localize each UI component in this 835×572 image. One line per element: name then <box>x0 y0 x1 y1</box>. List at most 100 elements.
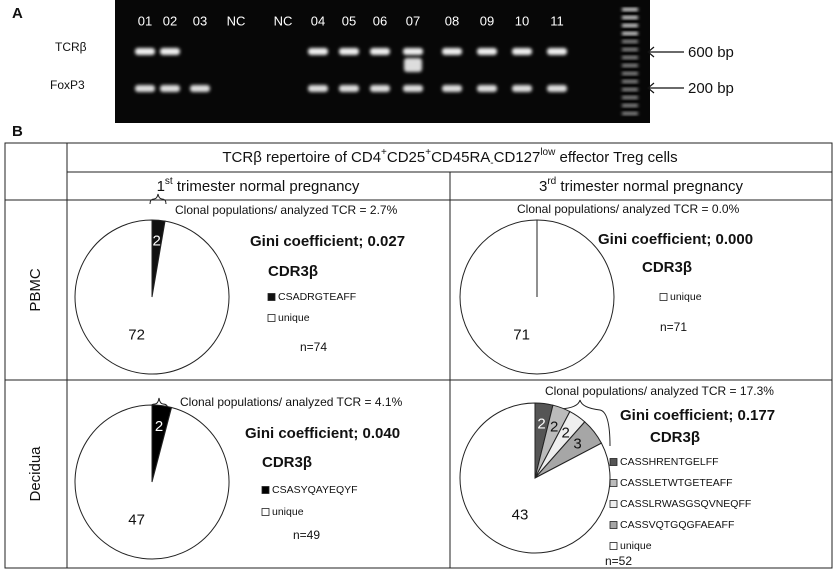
ladder-band <box>622 24 638 27</box>
ladder-band <box>622 8 638 11</box>
band <box>403 48 423 55</box>
header-piece: trimester normal pregnancy <box>173 178 360 195</box>
gini: Gini coefficient; 0.040 <box>245 425 400 442</box>
legend-label: unique <box>670 291 702 303</box>
row-label: TCRβ <box>55 40 87 54</box>
lane-label: 05 <box>342 13 356 28</box>
legend-swatch <box>267 314 276 322</box>
legend-swatch <box>261 486 270 494</box>
band <box>512 48 532 55</box>
slice-label: 2 <box>153 233 161 250</box>
n-label: n=49 <box>293 528 320 542</box>
header-piece: CD25 <box>387 149 425 166</box>
gel-bands: 01 02 03 NC NC 04 05 06 07 08 09 10 11 <box>135 8 638 115</box>
caption: Clonal populations/ analyzed TCR = 17.3% <box>545 384 774 398</box>
lane-label: 06 <box>373 13 387 28</box>
lane-label: 07 <box>406 13 420 28</box>
caption: Clonal populations/ analyzed TCR = 4.1% <box>180 395 403 409</box>
header-piece: rd <box>547 176 556 187</box>
legend-swatch <box>609 458 618 466</box>
ladder-band <box>622 16 638 19</box>
band <box>339 48 359 55</box>
legend-label: unique <box>620 540 652 552</box>
slice-label: 2 <box>550 418 558 435</box>
lane-label: 02 <box>163 13 177 28</box>
band <box>190 85 210 92</box>
header-piece: effector Treg cells <box>555 149 677 166</box>
ladder-band <box>622 32 638 35</box>
marker-label: 600 bp <box>688 44 734 61</box>
slice-label: 3 <box>573 436 581 453</box>
cdr-label: CDR3β <box>650 429 700 446</box>
lane-label: NC <box>227 13 246 28</box>
column-header: 3rd trimester normal pregnancy <box>539 176 743 195</box>
lane-label: 09 <box>480 13 494 28</box>
ladder-band <box>622 72 638 75</box>
cdr-label: CDR3β <box>262 454 312 471</box>
legend-label: CASSHRENTGELFF <box>620 456 719 468</box>
legend-label: CASSVQTGQGFAEAFF <box>620 519 734 531</box>
band <box>160 85 180 92</box>
cdr-label: CDR3β <box>642 259 692 276</box>
legend-swatch <box>609 500 618 508</box>
header-piece: trimester normal pregnancy <box>556 178 743 195</box>
legend-swatch <box>609 479 618 487</box>
header-piece: TCRβ repertoire of CD4 <box>222 149 381 166</box>
row-label: FoxP3 <box>50 78 85 92</box>
lane-label: 11 <box>550 13 564 28</box>
pie-slice <box>74 219 230 375</box>
pie-slice <box>74 404 230 560</box>
slice-label: 2 <box>537 415 545 432</box>
band <box>160 48 180 55</box>
legend-swatch <box>659 293 668 301</box>
n-label: n=52 <box>605 554 632 568</box>
slice-label: 2 <box>155 418 163 435</box>
caption: Clonal populations/ analyzed TCR = 2.7% <box>175 203 398 217</box>
panel-label: B <box>12 123 23 140</box>
ladder-band <box>622 112 638 115</box>
lane-label: NC <box>274 13 293 28</box>
band <box>477 48 497 55</box>
band <box>512 85 532 92</box>
band <box>442 48 462 55</box>
header-piece: 1 <box>157 178 165 195</box>
header-piece: 3 <box>539 178 547 195</box>
n-label: n=71 <box>660 320 687 334</box>
caption: Clonal populations/ analyzed TCR = 0.0% <box>517 202 740 216</box>
n-label: n=74 <box>300 340 327 354</box>
legend-label: CASSLRWASGSQVNEQFF <box>620 498 751 510</box>
band <box>339 85 359 92</box>
header-piece: + <box>425 147 431 158</box>
ladder-band <box>622 88 638 91</box>
lane-label: 01 <box>138 13 152 28</box>
table-lines <box>4 142 833 569</box>
header-piece: - <box>490 158 493 169</box>
row-header: PBMC <box>27 268 44 312</box>
ladder-band <box>622 64 638 67</box>
lane-label: 04 <box>311 13 325 28</box>
gini: Gini coefficient; 0.000 <box>598 231 753 248</box>
ladder-band <box>622 48 638 51</box>
row-header: Decidua <box>27 446 44 502</box>
ladder-band <box>622 40 638 43</box>
header-piece: CD45RA <box>431 149 490 166</box>
legend-label: CASSLETWTGETEAFF <box>620 477 733 489</box>
legend-swatch <box>267 293 276 301</box>
lane-label: 08 <box>445 13 459 28</box>
gini: Gini coefficient; 0.177 <box>620 407 775 424</box>
header-piece: CD127 <box>494 149 541 166</box>
slice-label: 2 <box>562 425 570 442</box>
band <box>135 48 155 55</box>
marker-label: 200 bp <box>688 80 734 97</box>
lane-label: 03 <box>193 13 207 28</box>
legend-swatch <box>609 542 618 550</box>
ladder-band <box>622 80 638 83</box>
band <box>477 85 497 92</box>
band <box>308 48 328 55</box>
header-piece: st <box>165 176 173 187</box>
arrows <box>647 46 684 94</box>
legend-swatch <box>609 521 618 529</box>
band <box>370 48 390 55</box>
legend-label: unique <box>272 506 304 518</box>
